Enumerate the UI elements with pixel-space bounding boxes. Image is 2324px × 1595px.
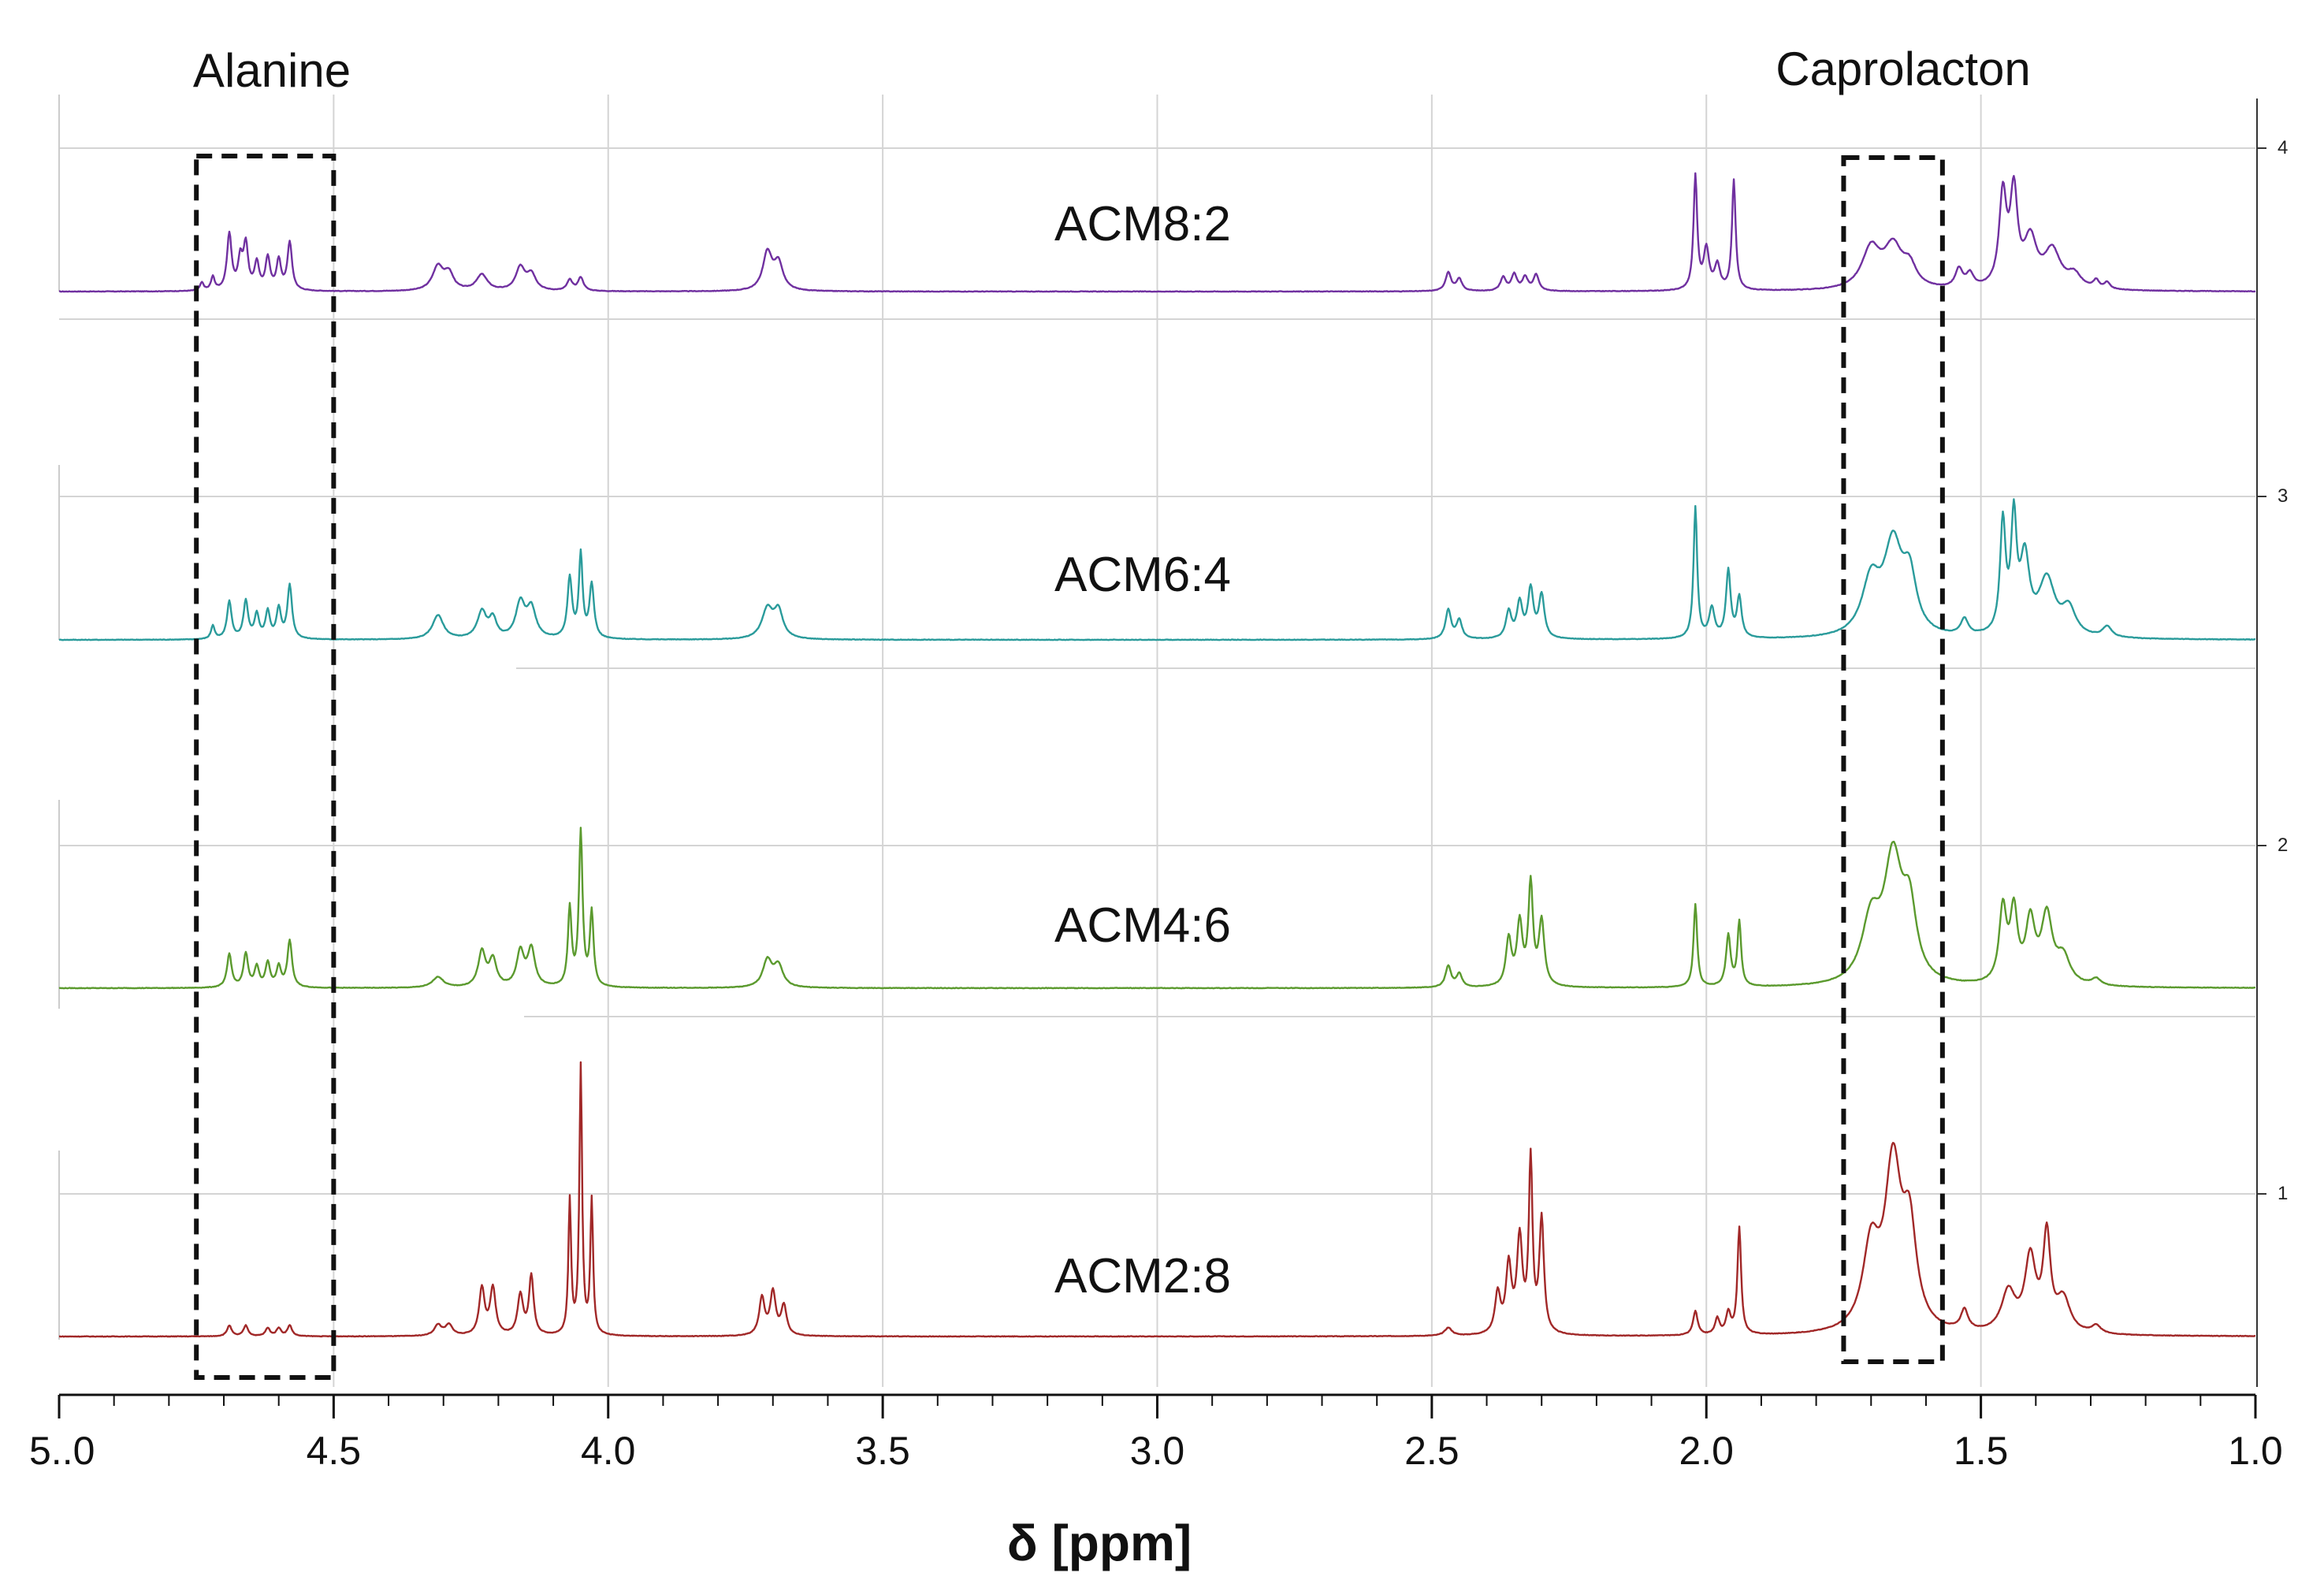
- annotation-label-alanine: Alanine: [193, 44, 351, 97]
- x-tick-label: 5..0: [29, 1429, 95, 1473]
- series-label-ACM4-6: ACM4:6: [1054, 898, 1231, 953]
- spectrum-ACM8-2: [58, 172, 2256, 293]
- series-labels: ACM8:2 ACM6:4 ACM4:6 ACM2:8: [1054, 197, 1231, 1303]
- annotation-label-caprolacton: Caprolacton: [1776, 43, 2031, 95]
- stack-tick-label: 2: [2278, 835, 2288, 856]
- x-tick-label: 2.5: [1404, 1429, 1459, 1473]
- x-tick-label: 4.5: [307, 1429, 362, 1473]
- stack-tick-label: 1: [2278, 1183, 2288, 1204]
- stack-tick-label: 3: [2278, 485, 2288, 507]
- x-tick-label: 2.0: [1679, 1429, 1734, 1473]
- x-tick-label: 4.0: [581, 1429, 636, 1473]
- stack-tick-label: 4: [2278, 137, 2288, 158]
- x-axis: 5..0 4.5 4.0 3.5 3.0 2.5 2.0 1.5 1.0: [29, 1393, 2283, 1473]
- series-label-ACM8-2: ACM8:2: [1054, 197, 1231, 251]
- series-label-ACM2-8: ACM2:8: [1054, 1249, 1231, 1303]
- annotation-box-alanine: [194, 154, 337, 1380]
- spectrum-ACM2-8: [58, 1061, 2256, 1338]
- x-tick-label: 1.5: [1954, 1429, 2009, 1473]
- stack-axis: 4 3 2 1: [2256, 99, 2288, 1387]
- annotation-box-caprolacton: [1841, 155, 1945, 1364]
- spectrum-ACM6-4: [58, 498, 2256, 641]
- plot-gridlines: [58, 95, 2255, 1387]
- spectra-series: [58, 172, 2256, 1338]
- x-axis-label: δ [ppm]: [1007, 1515, 1192, 1571]
- x-tick-label: 1.0: [2228, 1429, 2283, 1473]
- series-label-ACM6-4: ACM6:4: [1054, 548, 1231, 602]
- x-tick-label: 3.5: [855, 1429, 910, 1473]
- annotation-boxes: Alanine Caprolacton: [193, 43, 2031, 1380]
- x-tick-label: 3.0: [1130, 1429, 1185, 1473]
- spectrum-ACM4-6: [58, 827, 2256, 990]
